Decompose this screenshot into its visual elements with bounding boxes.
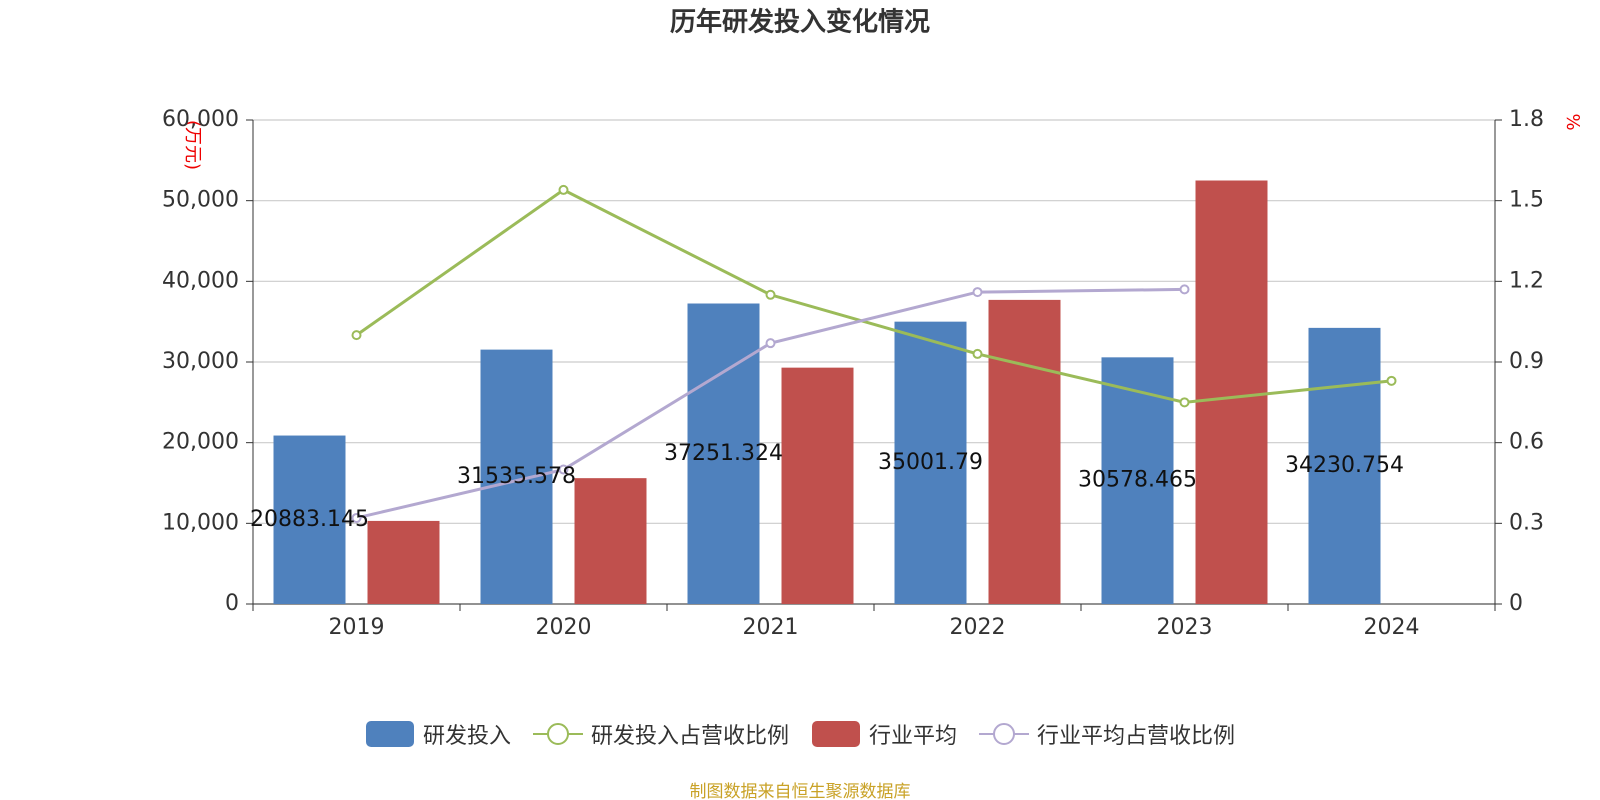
bar — [988, 299, 1061, 604]
line-point — [765, 289, 776, 300]
legend-item[interactable]: 研发投入 — [365, 718, 511, 750]
y2-tick-label: 0.3 — [1509, 510, 1544, 535]
x-tick-label: 2019 — [329, 615, 385, 640]
bar — [1195, 180, 1268, 604]
value-label: 35001.79 — [878, 450, 983, 475]
value-label: 34230.754 — [1285, 453, 1404, 478]
line-point — [1179, 397, 1190, 408]
legend-swatch — [365, 721, 414, 747]
y-axis-label: (万元) — [182, 120, 203, 170]
value-label: 37251.324 — [664, 441, 783, 466]
legend-label: 行业平均 — [869, 724, 958, 749]
legend-label: 研发投入 — [422, 724, 511, 749]
value-label: 20883.145 — [250, 507, 369, 532]
y-tick-label: 0 — [225, 591, 239, 616]
y2-tick-label: 0.9 — [1509, 349, 1544, 374]
y2-tick-label: 1.2 — [1509, 268, 1544, 293]
y2-tick-label: 1.8 — [1509, 107, 1544, 132]
y-tick-label: 20,000 — [162, 430, 239, 455]
legend-label: 研发投入占营收比例 — [590, 724, 789, 749]
line-point — [351, 512, 362, 523]
bar — [894, 321, 967, 604]
bar — [480, 349, 553, 604]
x-tick-label: 2020 — [536, 615, 592, 640]
legend: 研发投入 研发投入占营收比例 行业平均 行业平均占营收比例 — [0, 718, 1600, 750]
x-tick-label: 2024 — [1364, 615, 1420, 640]
line-point — [972, 287, 983, 298]
chart-title: 历年研发投入变化情况 — [670, 7, 930, 38]
legend-swatch — [812, 721, 860, 747]
legend-marker — [546, 723, 569, 745]
value-label: 30578.465 — [1078, 468, 1197, 493]
legend-item[interactable]: 行业平均占营收比例 — [979, 718, 1235, 750]
value-label: 31535.578 — [457, 464, 576, 489]
line-point — [558, 464, 569, 475]
bar — [781, 367, 854, 604]
legend-icon — [979, 723, 1030, 745]
y-tick-label: 10,000 — [162, 510, 239, 535]
y-tick-label: 50,000 — [162, 188, 239, 213]
legend-item[interactable]: 行业平均 — [811, 718, 957, 750]
legend-item[interactable]: 研发投入占营收比例 — [532, 718, 789, 750]
y2-tick-label: 0 — [1509, 591, 1523, 616]
source-note: 制图数据来自恒生聚源数据库 — [690, 782, 911, 800]
bar — [574, 478, 647, 604]
line-point — [1179, 284, 1190, 295]
y-tick-label: 60,000 — [162, 107, 239, 132]
legend-label: 行业平均占营收比例 — [1037, 724, 1236, 749]
line — [355, 188, 1392, 404]
y-tick-label: 40,000 — [162, 268, 239, 293]
x-tick-label: 2021 — [743, 615, 799, 640]
y2-axis-label: % — [1562, 113, 1583, 130]
x-tick-label: 2022 — [950, 615, 1006, 640]
x-tick-label: 2023 — [1157, 615, 1213, 640]
y2-tick-label: 1.5 — [1509, 188, 1544, 213]
legend-icon — [812, 721, 860, 747]
legend-marker — [993, 723, 1016, 745]
bar — [1308, 327, 1381, 604]
line-point — [765, 338, 776, 349]
line-point — [1386, 375, 1397, 386]
bar — [687, 303, 760, 604]
bar — [273, 435, 346, 604]
line-point — [972, 348, 983, 359]
y2-tick-label: 0.6 — [1509, 430, 1544, 455]
legend-icon — [365, 721, 414, 747]
line-point — [558, 184, 569, 195]
line-point — [351, 330, 362, 341]
legend-icon — [532, 723, 583, 745]
bar — [367, 520, 440, 604]
y-tick-label: 30,000 — [162, 349, 239, 374]
